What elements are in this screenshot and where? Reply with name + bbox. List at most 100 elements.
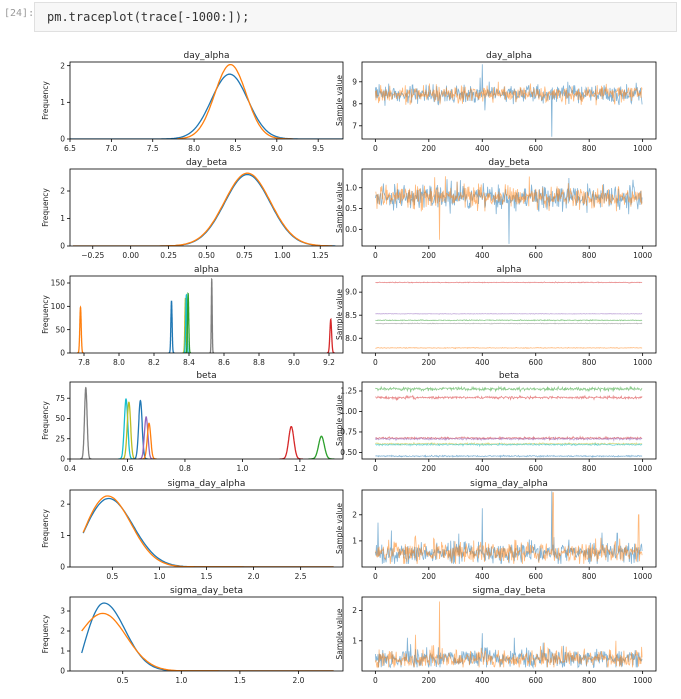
axes-frame <box>361 381 657 460</box>
panel-alpha-trace: 0 200 400 600 800 1000 8.0 8.5 9.0 alpha Sample va… <box>335 265 657 367</box>
panel-sigma_day_beta-density: 0.5 1.0 1.5 2.0 0 1 2 3 sigma_day_beta Frequency <box>41 586 344 685</box>
x-tick-label: 1000 <box>633 676 652 685</box>
series-beta-4- <box>375 436 643 442</box>
y-tick-label: 0.5 <box>345 204 357 213</box>
y-tick-label: 9 <box>352 77 357 86</box>
series-chain-1 <box>177 63 294 139</box>
y-tick-label: 8.5 <box>345 311 357 320</box>
series-chain-0 <box>70 73 343 139</box>
series-beta-0- <box>80 386 92 459</box>
panel-beta-density: 0.4 0.6 0.8 1.0 1.2 0 25 50 75 beta Frequency <box>41 371 344 473</box>
series-alpha-0- <box>77 305 84 353</box>
y-tick-label: 0 <box>60 563 65 572</box>
series-alpha-5- <box>375 312 643 315</box>
y-axis-label: Frequency <box>41 614 50 653</box>
x-tick-label: 600 <box>529 144 544 153</box>
code-input[interactable]: pm.traceplot(trace[-1000:]); <box>34 2 677 32</box>
x-tick-label: 1000 <box>633 358 652 367</box>
x-tick-label: 400 <box>475 144 490 153</box>
series-group <box>375 601 643 669</box>
series-chain-0 <box>81 602 334 671</box>
x-tick-label: 1.0 <box>175 676 187 685</box>
y-tick-label: 8.0 <box>345 334 357 343</box>
series-alpha-1- <box>168 300 175 353</box>
x-tick-label: 800 <box>582 251 597 260</box>
panel-title: day_beta <box>488 158 529 168</box>
x-tick-label: 8.0 <box>188 144 200 153</box>
x-tick-label: 1.25 <box>312 251 329 260</box>
x-tick-label: 1.00 <box>274 251 291 260</box>
x-tick-label: 7.5 <box>147 144 159 153</box>
panel-beta-trace: 0 200 400 600 800 1000 0.50 0.75 1.00 1.25 beta Sam… <box>335 371 657 473</box>
series-chain-1 <box>375 81 643 106</box>
x-tick-label: 400 <box>475 358 490 367</box>
y-tick-label: 0 <box>60 667 65 676</box>
x-tick-label: 200 <box>422 464 437 473</box>
x-tick-label: 800 <box>582 676 597 685</box>
series-group <box>375 176 643 244</box>
y-axis-label: Sample value <box>335 395 344 446</box>
code-cell[interactable]: [24]: pm.traceplot(trace[-1000:]); <box>0 0 681 36</box>
series-beta-6- <box>279 425 303 459</box>
x-tick-label: 8.8 <box>253 358 265 367</box>
series-alpha-6- <box>375 281 643 284</box>
series-chain-0 <box>73 173 336 246</box>
series-group <box>375 385 643 459</box>
y-axis-label: Frequency <box>41 401 50 440</box>
series-beta-1- <box>118 398 134 459</box>
panel-title: beta <box>499 371 519 381</box>
x-tick-label: 1.0 <box>153 572 165 581</box>
y-tick-label: 0 <box>60 349 65 358</box>
x-tick-label: 2.5 <box>295 572 307 581</box>
series-beta-0- <box>375 454 643 459</box>
y-tick-label: 0.0 <box>345 225 357 234</box>
panel-title: day_alpha <box>183 51 229 61</box>
series-group <box>82 495 334 567</box>
panel-day_alpha-density: 6.5 7.0 7.5 8.0 8.5 9.0 9.5 0 1 2 day_alpha Frequen… <box>41 51 344 153</box>
axes-frame <box>361 168 657 247</box>
series-group <box>375 281 643 350</box>
x-tick-label: 6.5 <box>64 144 76 153</box>
series-alpha-0- <box>375 346 643 350</box>
panel-title: sigma_day_beta <box>170 586 243 596</box>
y-axis-label: Frequency <box>41 81 50 120</box>
y-axis-label: Sample value <box>335 75 344 126</box>
y-tick-label: 1 <box>352 536 357 545</box>
y-tick-label: 7 <box>352 121 357 130</box>
y-tick-label: 50 <box>55 414 65 423</box>
series-group <box>70 63 343 139</box>
y-axis-label: Frequency <box>41 295 50 334</box>
axes-frame <box>361 275 657 354</box>
y-tick-label: 2 <box>60 61 65 70</box>
panel-title: alpha <box>194 265 219 275</box>
x-tick-label: 9.2 <box>323 358 335 367</box>
panel-sigma_day_alpha-trace: 0 200 400 600 800 1000 1 2 sigma_day_alpha Sample… <box>335 479 657 581</box>
x-tick-label: 200 <box>422 251 437 260</box>
x-tick-label: 0 <box>373 676 378 685</box>
axes-frame <box>69 381 344 460</box>
y-tick-label: 0 <box>60 455 65 464</box>
panel-title: day_alpha <box>486 51 532 61</box>
series-group <box>73 172 336 246</box>
y-tick-label: 9.0 <box>345 288 357 297</box>
x-tick-label: 0.50 <box>198 251 215 260</box>
y-tick-label: 1.00 <box>340 407 357 416</box>
y-tick-label: 100 <box>51 302 66 311</box>
x-tick-label: 0.6 <box>122 464 134 473</box>
x-tick-label: 200 <box>422 358 437 367</box>
x-tick-label: 1000 <box>633 251 652 260</box>
x-tick-label: 0.75 <box>236 251 253 260</box>
y-tick-label: 2 <box>60 627 65 636</box>
x-tick-label: 0.5 <box>117 676 129 685</box>
series-alpha-4- <box>185 292 192 353</box>
x-tick-label: 0.5 <box>106 572 118 581</box>
x-tick-label: 0.25 <box>160 251 177 260</box>
series-group <box>77 277 335 353</box>
x-tick-label: 2.0 <box>248 572 260 581</box>
y-tick-label: 1.25 <box>340 387 357 396</box>
y-tick-label: 0 <box>60 135 65 144</box>
y-tick-label: 2 <box>352 510 357 519</box>
series-chain-1 <box>82 495 334 567</box>
x-tick-label: 600 <box>529 572 544 581</box>
